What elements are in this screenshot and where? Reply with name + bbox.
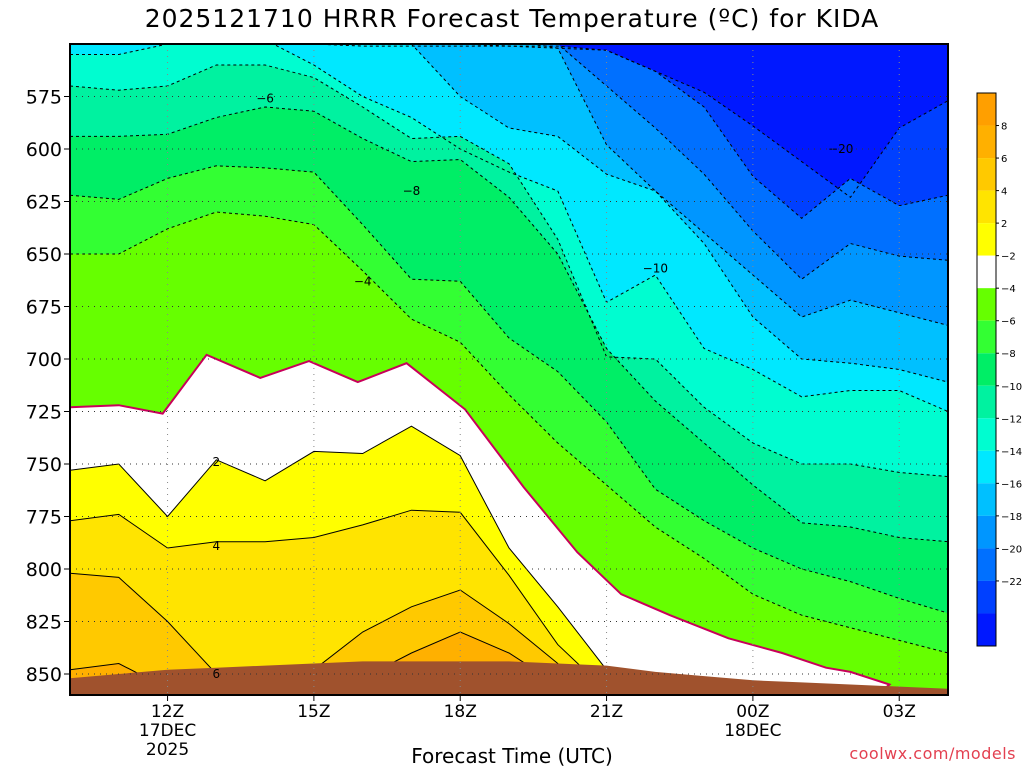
y-tick-label: 700 bbox=[26, 349, 62, 371]
x-tick-label: 17DEC bbox=[139, 721, 196, 741]
x-tick-label: 18DEC bbox=[724, 721, 781, 741]
colorbar-label: −18 bbox=[1001, 512, 1022, 523]
plot-frame bbox=[69, 43, 949, 696]
x-tick-label: 2025 bbox=[146, 740, 189, 760]
contour-label--6: −6 bbox=[256, 92, 274, 106]
colorbar-swatch bbox=[977, 223, 996, 256]
y-tick-label: 650 bbox=[26, 244, 62, 266]
x-tick-label: 03Z bbox=[883, 702, 916, 722]
x-axis-label: Forecast Time (UTC) bbox=[411, 744, 613, 768]
colorbar-swatch bbox=[977, 515, 996, 549]
contour-label-2: 2 bbox=[213, 455, 221, 469]
colorbar-swatch bbox=[977, 93, 996, 126]
contour-label--20: −20 bbox=[828, 142, 853, 156]
isotherm-line--18 bbox=[399, 44, 948, 219]
freezing-isotherm bbox=[70, 353, 892, 694]
y-tick-label: 850 bbox=[26, 664, 62, 686]
contour-label--8: −8 bbox=[403, 184, 421, 198]
temp-band-4 bbox=[70, 510, 948, 695]
colorbar-swatch bbox=[977, 190, 996, 224]
colorbar-swatch bbox=[977, 158, 996, 191]
temp-band-6 bbox=[70, 573, 948, 695]
colorbar-label: −22 bbox=[1001, 577, 1022, 588]
filled-bands: −20 −10 −8 −6 −4 2 4 6 bbox=[70, 44, 948, 695]
contour-label--10: −10 bbox=[643, 262, 668, 276]
x-tick-label: 00Z bbox=[736, 702, 769, 722]
colorbar-swatch bbox=[977, 580, 996, 614]
colorbar-label: −6 bbox=[1001, 317, 1016, 328]
colorbar-label: 8 bbox=[1001, 122, 1007, 133]
y-tick-label: 575 bbox=[26, 87, 62, 109]
isotherm-line--10 bbox=[70, 44, 948, 412]
colorbar-swatch bbox=[977, 548, 996, 581]
terrain-surface bbox=[70, 661, 948, 695]
x-tick-label: 21Z bbox=[590, 702, 623, 722]
isotherm-line-2 bbox=[70, 425, 948, 695]
y-tick-label: 775 bbox=[26, 507, 62, 529]
colorbar-swatch bbox=[977, 483, 996, 516]
isotherm-line--8 bbox=[70, 64, 948, 478]
x-tick-label: 15Z bbox=[297, 702, 330, 722]
x-tick-label: 12Z bbox=[151, 702, 184, 722]
contour-label-6: 6 bbox=[213, 667, 221, 681]
colorbar-swatch bbox=[977, 418, 996, 451]
y-tick-label: 825 bbox=[26, 612, 62, 634]
x-tick-label: 18Z bbox=[444, 702, 477, 722]
y-tick-label: 625 bbox=[26, 192, 62, 214]
chart-title: 2025121710 HRRR Forecast Temperature (ºC… bbox=[144, 4, 880, 33]
contour-label--4: −4 bbox=[354, 274, 372, 288]
colorbar-label: 4 bbox=[1001, 187, 1007, 198]
grid-lines bbox=[70, 44, 948, 695]
colorbar: 8 6 4 2 −2 −4 −6 −8 −10 −12 −14 −16 −18 −20 −22 bbox=[976, 92, 1022, 647]
colorbar-swatch bbox=[977, 353, 996, 386]
colorbar-label: −20 bbox=[1001, 544, 1022, 555]
colorbar-label: 6 bbox=[1001, 154, 1007, 165]
colorbar-frame bbox=[976, 92, 997, 647]
isotherm-line--6 bbox=[70, 106, 948, 543]
isotherm-line--2 bbox=[70, 211, 948, 654]
colorbar-swatch bbox=[977, 255, 996, 289]
colorbar-swatch bbox=[977, 385, 996, 419]
isotherm-line-4 bbox=[70, 509, 948, 695]
isotherm-line--4 bbox=[70, 165, 948, 614]
colorbar-swatch bbox=[977, 613, 996, 646]
y-tick-label: 725 bbox=[26, 402, 62, 424]
colorbar-label: −12 bbox=[1001, 414, 1022, 425]
y-tick-label: 750 bbox=[26, 454, 62, 476]
colorbar-swatch bbox=[977, 320, 996, 354]
colorbar-label: −10 bbox=[1001, 382, 1022, 393]
colorbar-label: −14 bbox=[1001, 447, 1022, 458]
colorbar-label: −2 bbox=[1001, 252, 1016, 263]
colorbar-swatch bbox=[977, 288, 996, 321]
colorbar-label: −16 bbox=[1001, 479, 1022, 490]
colorbar-swatch bbox=[977, 450, 996, 484]
colorbar-label: −4 bbox=[1001, 284, 1016, 295]
isotherm-line--12 bbox=[409, 44, 948, 383]
watermark-text: coolwx.com/models bbox=[849, 744, 1016, 763]
colorbar-label: −8 bbox=[1001, 349, 1016, 360]
y-tick-label: 800 bbox=[26, 559, 62, 581]
contour-label-4: 4 bbox=[213, 539, 221, 553]
colorbar-swatch bbox=[977, 125, 996, 159]
colorbar-label: 2 bbox=[1001, 219, 1007, 230]
y-tick-label: 600 bbox=[26, 139, 62, 161]
y-tick-label: 675 bbox=[26, 297, 62, 319]
